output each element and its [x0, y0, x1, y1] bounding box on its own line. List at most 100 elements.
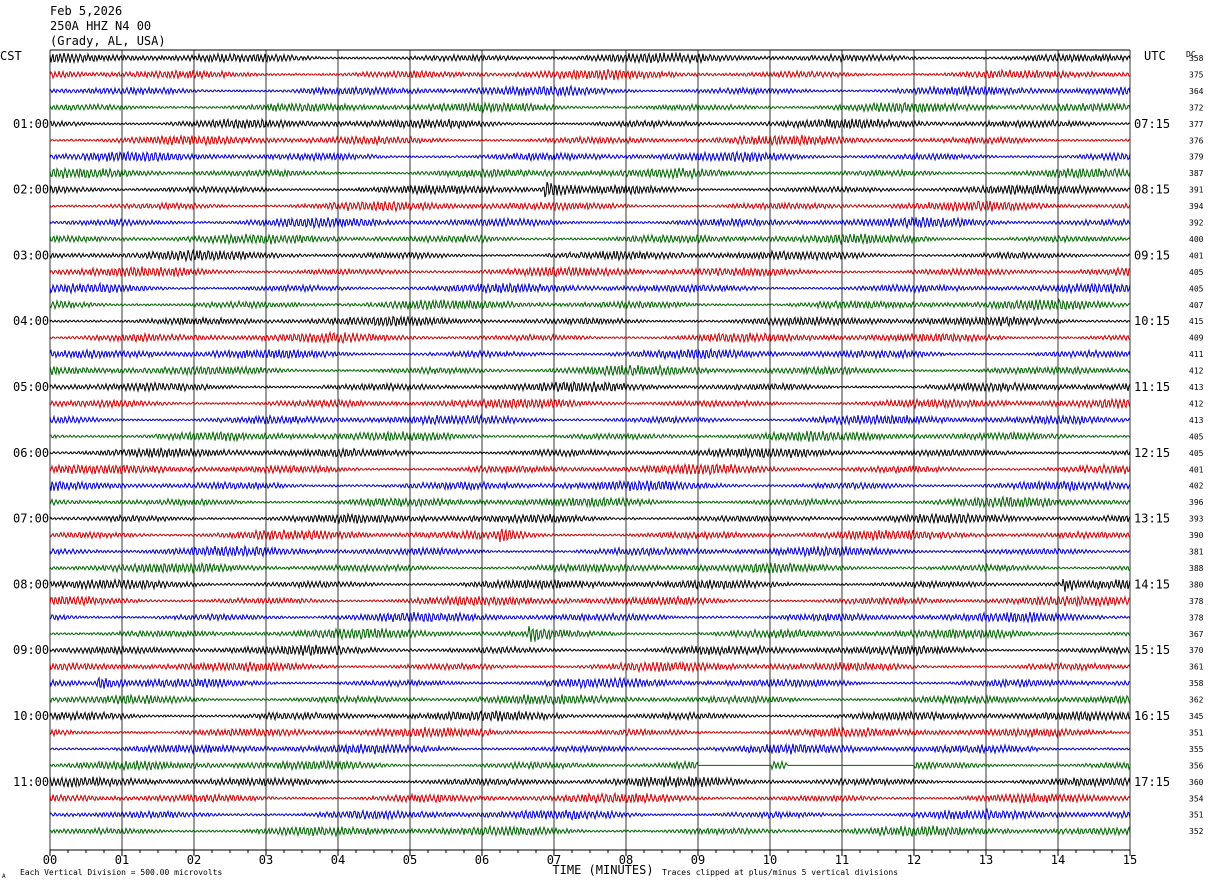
right-hour-label: 07:15: [1134, 117, 1170, 131]
header-station: 250A HHZ N4 00: [50, 19, 152, 33]
left-hour-label: 04:00: [13, 314, 49, 328]
dc-offset-label: 354: [1189, 794, 1204, 803]
dc-offset-label: 413: [1189, 383, 1204, 392]
seismic-traces: [49, 51, 1131, 838]
dc-offset-label: 356: [1189, 761, 1204, 770]
left-hour-label: 07:00: [13, 512, 49, 526]
dc-offset-label: 378: [1189, 613, 1204, 622]
trace-line: [49, 807, 1131, 822]
dc-offset-label: 375: [1189, 70, 1204, 79]
dc-offset-label: 380: [1189, 580, 1204, 589]
trace-line: [49, 430, 1131, 443]
trace-line: [49, 479, 1131, 493]
trace-line: [49, 150, 1131, 164]
dc-offset-label: 351: [1189, 811, 1204, 820]
dc-offset-label: 360: [1189, 778, 1204, 787]
dc-offset-label: 405: [1189, 284, 1204, 293]
dc-offset-label: 364: [1189, 87, 1204, 96]
left-axis-label: CST: [0, 49, 22, 63]
right-hour-label: 08:15: [1134, 183, 1170, 197]
trace-line: [49, 644, 1131, 657]
dc-offset-label: 405: [1189, 449, 1204, 458]
trace-line: [49, 759, 1131, 772]
trace-line: [49, 216, 1131, 230]
x-axis-title: TIME (MINUTES): [552, 863, 653, 877]
dc-offset-label: 415: [1189, 317, 1204, 326]
left-hour-label: 05:00: [13, 380, 49, 394]
x-tick-label: 11: [835, 853, 849, 867]
trace-line: [49, 397, 1131, 410]
left-hour-label: 11:00: [13, 775, 49, 789]
trace-line: [49, 561, 1131, 574]
x-tick-label: 06: [475, 853, 489, 867]
x-tick-label: 12: [907, 853, 921, 867]
dc-offset-label: 345: [1189, 712, 1204, 721]
axis-labels: 358 375 364 372 377 376 379 387 391 394 392 400 401 4…: [0, 49, 1204, 880]
trace-line: [49, 117, 1131, 130]
left-hour-label: 01:00: [13, 117, 49, 131]
left-hour-label: 08:00: [13, 577, 49, 591]
left-hour-label: 03:00: [13, 248, 49, 262]
dc-offset-label: 400: [1189, 235, 1204, 244]
dc-offset-label: 391: [1189, 186, 1204, 195]
trace-line: [49, 495, 1131, 509]
trace-line: [49, 742, 1131, 755]
dc-offset-label: 412: [1189, 399, 1204, 408]
x-tick-label: 10: [763, 853, 777, 867]
trace-line: [49, 660, 1131, 674]
trace-line: [49, 248, 1131, 263]
dc-offset-label: 367: [1189, 630, 1204, 639]
dc-offset-label: 381: [1189, 548, 1204, 557]
trace-line: [49, 314, 1131, 328]
left-hour-label: 10:00: [13, 709, 49, 723]
right-hour-label: 12:15: [1134, 446, 1170, 460]
trace-line: [49, 462, 1131, 476]
right-hour-label: 13:15: [1134, 512, 1170, 526]
dc-offset-label: 411: [1189, 350, 1204, 359]
dc-offset-label: 396: [1189, 498, 1204, 507]
x-tick-label: 14: [1051, 853, 1065, 867]
x-tick-label: 01: [115, 853, 129, 867]
scale-note: Each Vertical Division = 500.00 microvol…: [20, 868, 222, 877]
right-hour-label: 16:15: [1134, 709, 1170, 723]
right-hour-label: 10:15: [1134, 314, 1170, 328]
header-date: Feb 5,2026: [50, 4, 123, 18]
dc-offset-label: 379: [1189, 153, 1204, 162]
dc-offset-label: 390: [1189, 531, 1204, 540]
dc-offset-label: 358: [1189, 54, 1204, 63]
trace-line: [49, 330, 1131, 345]
dc-offset-label: 405: [1189, 268, 1204, 277]
dc-offset-label: 355: [1189, 745, 1204, 754]
x-tick-label: 13: [979, 853, 993, 867]
dc-offset-label: 393: [1189, 515, 1204, 524]
trace-line: [49, 726, 1131, 739]
right-axis-label: UTC: [1144, 49, 1166, 63]
trace-line: [49, 101, 1131, 114]
dc-offset-label: 352: [1189, 827, 1204, 836]
trace-line: [49, 709, 1131, 723]
x-tick-label: 05: [403, 853, 417, 867]
trace-line: [49, 166, 1131, 181]
dc-offset-label: 392: [1189, 219, 1204, 228]
dc-offset-label: 377: [1189, 120, 1204, 129]
dc-offset-label: 387: [1189, 169, 1204, 178]
dc-offset-label: 362: [1189, 696, 1204, 705]
dc-offset-label: 401: [1189, 465, 1204, 474]
dc-offset-label: 351: [1189, 728, 1204, 737]
left-hour-label: 06:00: [13, 446, 49, 460]
trace-line: [49, 347, 1131, 361]
trace-line: [49, 232, 1131, 246]
dc-offset-label: 394: [1189, 202, 1204, 211]
trace-line: [49, 200, 1131, 213]
trace-line: [49, 594, 1131, 608]
x-tick-label: 07: [547, 853, 561, 867]
trace-line: [49, 511, 1131, 525]
dc-offset-label: 370: [1189, 646, 1204, 655]
trace-line: [49, 446, 1131, 459]
dc-offset-label: 409: [1189, 334, 1204, 343]
trace-line: [49, 363, 1131, 378]
trace-line: [49, 413, 1131, 427]
clip-note: Traces clipped at plus/minus 5 vertical …: [662, 868, 898, 877]
trace-line: [49, 625, 1131, 643]
dc-offset-label: 412: [1189, 367, 1204, 376]
